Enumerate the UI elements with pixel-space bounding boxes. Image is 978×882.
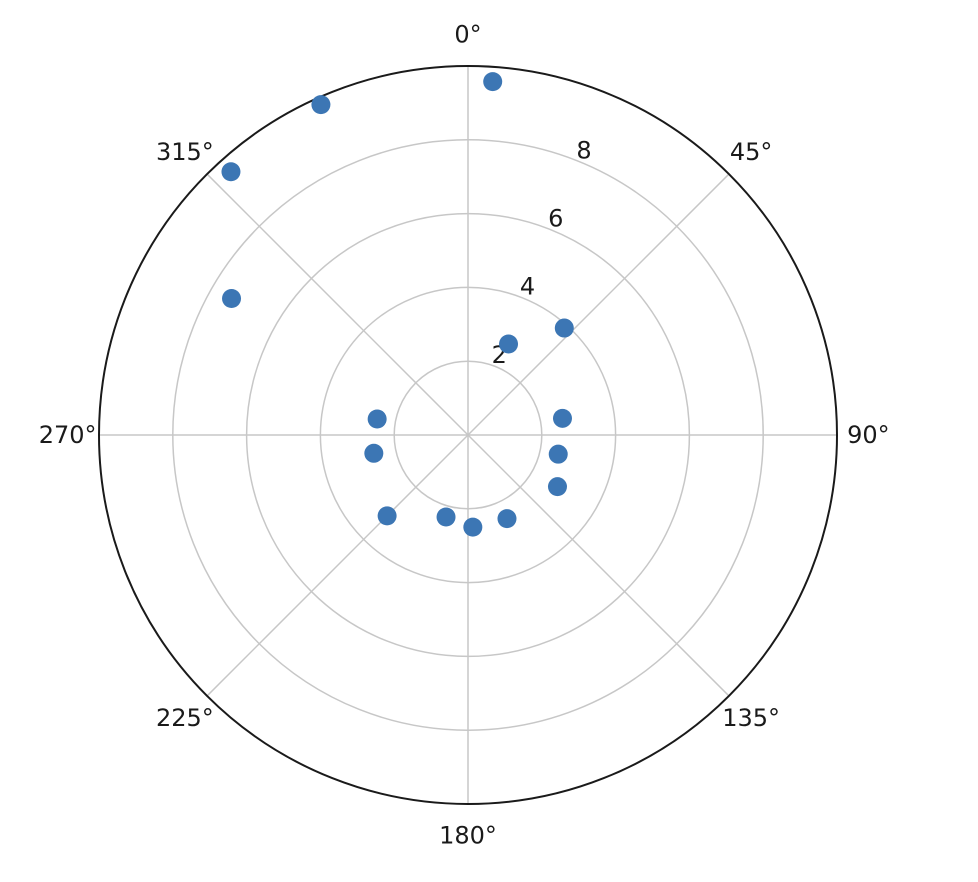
angle-tick-label: 225° <box>156 704 214 732</box>
polar-frame <box>98 65 838 805</box>
data-point <box>364 443 384 463</box>
angle-tick-label: 180° <box>439 821 497 849</box>
angular-gridline-2 <box>467 173 730 436</box>
polar-grid <box>98 65 838 805</box>
data-point <box>554 318 574 338</box>
data-point <box>436 507 456 527</box>
radial-tick-label: 4 <box>520 273 535 301</box>
angular-gridline-6 <box>206 434 469 697</box>
data-point <box>311 95 331 115</box>
data-point <box>483 72 503 92</box>
angle-tick-label: 90° <box>847 421 890 449</box>
data-point <box>552 408 572 428</box>
data-point <box>463 517 483 537</box>
data-point <box>377 506 397 526</box>
data-point <box>548 444 568 464</box>
angle-tick-label: 0° <box>454 21 481 49</box>
angle-tick-label: 45° <box>730 138 773 166</box>
data-point <box>499 334 519 354</box>
radial-tick-label: 8 <box>576 136 591 164</box>
angle-tick-label: 135° <box>722 704 780 732</box>
data-point <box>221 162 241 182</box>
data-point <box>222 288 242 308</box>
data-point <box>547 477 567 497</box>
angle-tick-label: 315° <box>156 138 214 166</box>
angular-gridline-8 <box>206 173 469 436</box>
angular-gridline-4 <box>467 434 730 697</box>
radial-tick-label: 6 <box>548 204 563 232</box>
data-points <box>221 72 574 537</box>
data-point <box>367 409 387 429</box>
angle-tick-label: 270° <box>39 421 97 449</box>
data-point <box>497 509 517 529</box>
